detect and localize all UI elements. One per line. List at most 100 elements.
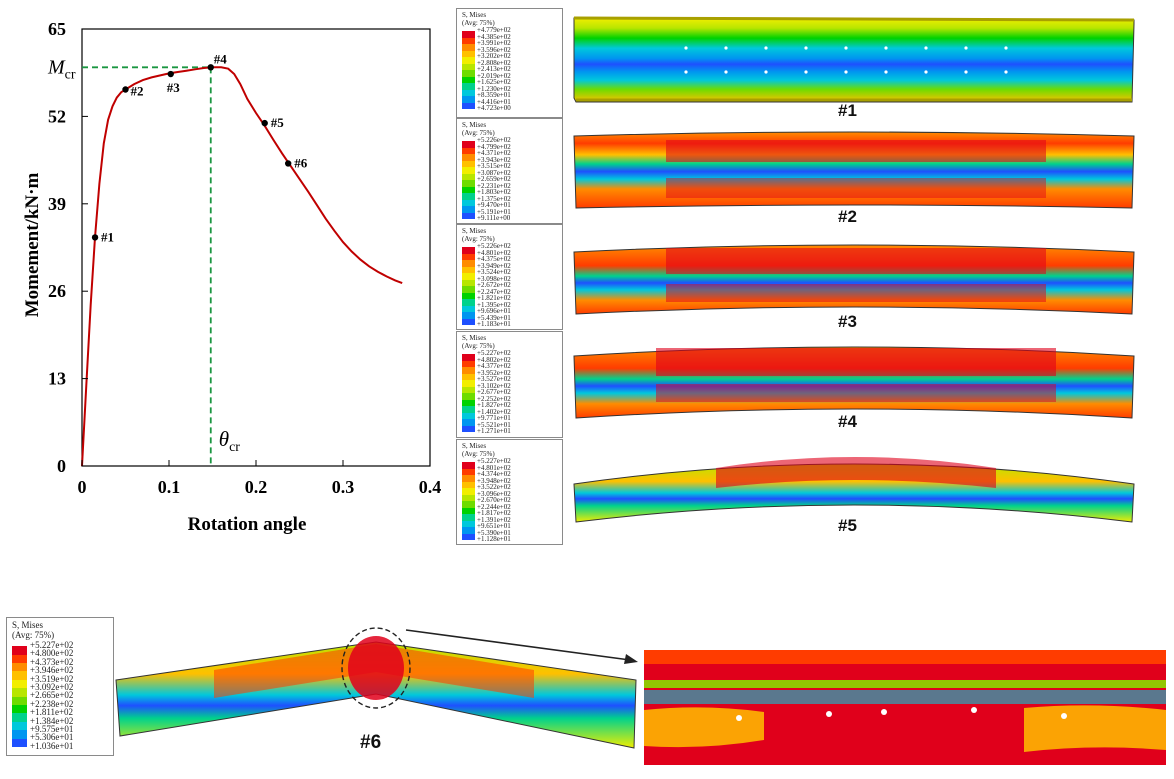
legend-swatch	[462, 37, 475, 45]
stage-label-2: #2	[838, 207, 857, 226]
x-axis-label: Rotation angle	[188, 514, 307, 535]
legend-value: +4.801e+02	[477, 248, 511, 257]
legend-title: S, Mises (Avg: 75%)	[462, 334, 495, 350]
x-tick-label: 0.1	[158, 477, 181, 497]
legend-swatch	[462, 481, 475, 489]
legend-value: +4.416e+01	[477, 97, 511, 106]
legend-swatch	[462, 180, 475, 187]
legend-swatch	[462, 206, 475, 213]
legend-value: +3.527e+02	[477, 375, 511, 383]
legend-swatch	[12, 671, 27, 680]
legend-value: +3.202e+02	[477, 52, 511, 60]
beam-contour-stage-1	[573, 16, 1135, 103]
legend-swatch	[462, 83, 475, 90]
legend-swatch	[462, 367, 475, 374]
legend-value: +9.771e+01	[477, 414, 511, 422]
legend-value: +2.247e+02	[477, 287, 511, 296]
legend-swatch	[462, 160, 475, 168]
legend-value: +1.821e+02	[477, 294, 511, 302]
legend-value: +5.226e+02	[477, 242, 511, 250]
beam-contour-stage-6	[115, 627, 637, 749]
legend-swatch	[462, 247, 475, 254]
legend-value: +1.625e+02	[477, 78, 511, 86]
stage-label-5: #5	[838, 516, 857, 535]
legend-title: S, Mises (Avg: 75%)	[462, 442, 495, 458]
y-tick-label: 65	[48, 19, 66, 39]
legend-value: +3.098e+02	[477, 274, 511, 283]
legend-value: +3.991e+02	[477, 39, 511, 47]
y-tick-label: 0	[57, 456, 66, 476]
legend-value: +4.799e+02	[477, 142, 511, 151]
legend-swatch	[462, 199, 475, 207]
stage-point-label-6: #6	[294, 155, 308, 170]
stage-label-3: #3	[838, 312, 857, 331]
legend-swatch	[462, 412, 475, 420]
stage-label-4: #4	[838, 412, 857, 431]
legend-value: +1.395e+02	[477, 300, 511, 309]
legend-swatch	[12, 696, 27, 705]
legend-swatch	[12, 705, 27, 714]
legend-value: +5.191e+01	[477, 207, 511, 216]
legend-swatch	[462, 533, 475, 541]
legend-value: +2.672e+02	[477, 281, 511, 289]
legend-swatch	[462, 279, 475, 287]
legend-swatch	[12, 713, 27, 722]
legend-value: +9.470e+01	[477, 201, 511, 209]
legend-value: +1.803e+02	[477, 188, 511, 196]
legend-value: +3.943e+02	[477, 155, 511, 164]
legend-swatch	[462, 260, 475, 267]
legend-swatch	[462, 373, 475, 381]
mises-legend-4: S, Mises (Avg: 75%) +5.227e+02 +4.802e+02 +…	[456, 331, 563, 438]
legend-swatch	[462, 154, 475, 161]
stage-points: #1 #2 #3 #4 #5 #6	[91, 51, 308, 244]
legend-value: +9.651e+01	[477, 522, 511, 530]
stage-point-label-3: #3	[167, 80, 181, 95]
legend-swatch	[462, 273, 475, 280]
legend-value: +4.373e+02	[30, 656, 74, 667]
legend-value: +1.271e+01	[477, 427, 511, 435]
mises-legend-2: S, Mises (Avg: 75%) +5.226e+02 +4.799e+02 +…	[456, 118, 563, 224]
legend-value: +2.413e+02	[477, 65, 511, 73]
y-tick-label: 52	[48, 106, 66, 126]
legend-value: +3.596e+02	[477, 45, 511, 54]
legend-swatch	[12, 654, 27, 663]
legend-value: +4.802e+02	[477, 355, 511, 364]
legend-value: +3.515e+02	[477, 162, 511, 170]
legend-swatch	[462, 102, 475, 110]
legend-value: +1.391e+02	[477, 515, 511, 524]
legend-swatch	[12, 646, 27, 655]
moment-rotation-chart: Mcr θcr #1 #2 #3 #4 #5 #6 0 0.1 0.2 0.3 0.4 0 13 26 39…	[22, 19, 441, 535]
legend-value: +3.952e+02	[477, 368, 511, 377]
legend-swatch	[462, 318, 475, 326]
stage-point-label-1: #1	[101, 229, 114, 244]
stage-point-label-4: #4	[214, 51, 228, 66]
mises-legend-5: S, Mises (Avg: 75%) +5.227e+02 +4.801e+02 +…	[456, 439, 563, 545]
legend-swatch	[462, 50, 475, 58]
legend-value: +3.096e+02	[477, 489, 511, 498]
legend-value: +9.575e+01	[30, 724, 74, 734]
y-tick-label: 39	[48, 194, 66, 214]
legend-swatch	[462, 520, 475, 528]
legend-swatch	[462, 305, 475, 313]
legend-swatch	[462, 70, 475, 77]
legend-swatch	[462, 212, 475, 220]
legend-value: +2.808e+02	[477, 58, 511, 67]
legend-value: +9.111e+00	[477, 214, 511, 222]
legend-value: +2.665e+02	[30, 690, 74, 701]
legend-swatch	[462, 462, 475, 469]
legend-value: +3.087e+02	[477, 168, 511, 177]
legend-swatch	[462, 393, 475, 400]
legend-swatch	[462, 406, 475, 413]
legend-value: +2.238e+02	[30, 698, 74, 709]
legend-swatch	[462, 167, 475, 174]
legend-swatch	[12, 721, 27, 731]
legend-value: +5.390e+01	[477, 528, 511, 537]
legend-value: +5.226e+02	[477, 136, 511, 144]
legend-swatch	[462, 380, 475, 387]
legend-title: S, Mises (Avg: 75%)	[12, 620, 55, 640]
legend-value: +2.677e+02	[477, 388, 511, 396]
legend-value: +3.519e+02	[30, 673, 74, 684]
legend-value: +4.723e+00	[477, 104, 511, 112]
zoom-arrow	[405, 629, 638, 664]
legend-title: S, Mises (Avg: 75%)	[462, 11, 495, 27]
